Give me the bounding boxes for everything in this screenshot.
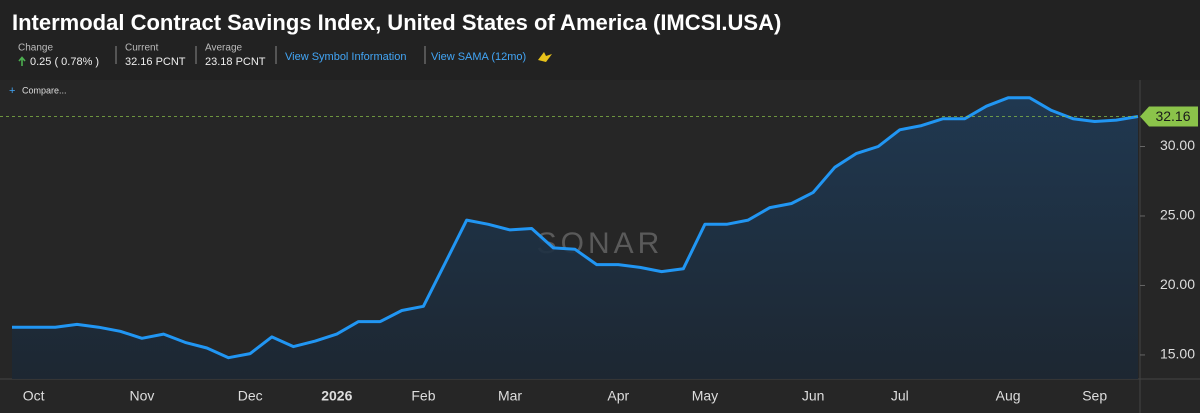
x-tick-label: Jul xyxy=(891,388,909,404)
x-tick-label: Feb xyxy=(411,388,435,404)
x-tick-label: Aug xyxy=(996,388,1021,404)
compare-plus[interactable]: + xyxy=(9,85,15,97)
symbol-link[interactable]: View Symbol Information xyxy=(285,51,406,63)
compare-button[interactable]: Compare... xyxy=(22,85,67,95)
last-value-label: 32.16 xyxy=(1155,108,1190,124)
x-tick-label: May xyxy=(692,388,718,404)
stat-label: Change xyxy=(18,43,53,54)
up-arrow xyxy=(18,56,26,66)
line xyxy=(12,96,1139,360)
stat-label: Current xyxy=(125,43,159,54)
stat-value: 0.25 ( 0.78% ) xyxy=(30,56,99,68)
x-tick-label: Dec xyxy=(238,388,263,404)
x-tick-label: 2026 xyxy=(321,388,352,404)
x-tick-label: Jun xyxy=(802,388,825,404)
x-tick-label: Nov xyxy=(129,388,154,404)
chart-title: Intermodal Contract Savings Index, Unite… xyxy=(12,10,781,35)
stat-value: 32.16 PCNT xyxy=(125,56,186,68)
last-value-badge xyxy=(1140,106,1198,127)
x-tick-label: Oct xyxy=(23,388,45,404)
y-tick-label: 15.00 xyxy=(1160,346,1195,362)
area xyxy=(12,97,1138,380)
y-tick-label: 25.00 xyxy=(1160,207,1195,223)
x-tick-label: Mar xyxy=(498,388,522,404)
x-tick-label: Apr xyxy=(607,388,629,404)
y-tick-label: 20.00 xyxy=(1160,276,1195,292)
stat-value: 23.18 PCNT xyxy=(205,56,266,68)
sama-icon xyxy=(538,52,552,62)
stat-label: Average xyxy=(205,43,243,54)
sama-link[interactable]: View SAMA (12mo) xyxy=(431,51,526,63)
x-tick-label: Sep xyxy=(1082,388,1107,404)
y-tick-label: 30.00 xyxy=(1160,137,1195,153)
